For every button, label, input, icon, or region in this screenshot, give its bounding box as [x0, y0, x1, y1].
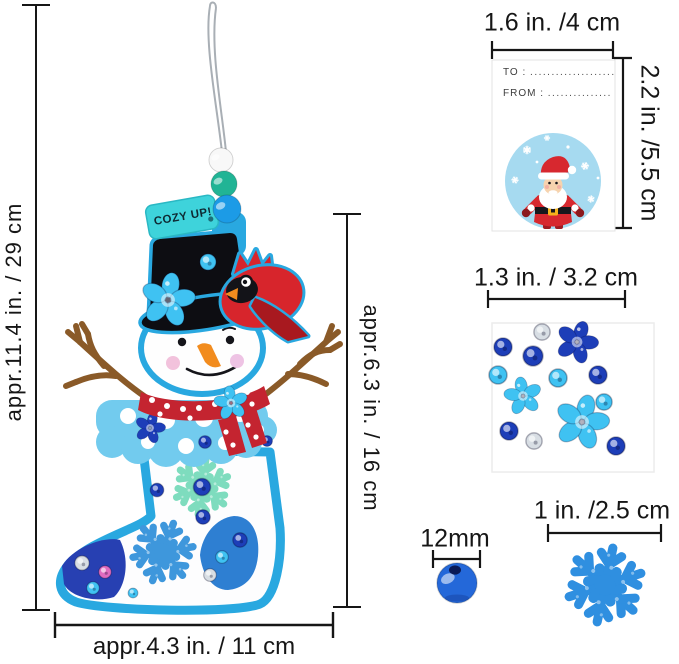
dim-label-overall-height: appr.11.4 in. / 29 cm: [1, 202, 26, 422]
sequin-gem: [198, 435, 212, 449]
string-beads: [208, 147, 242, 224]
bead-white: [208, 147, 234, 173]
gift-tag-card: [491, 59, 616, 232]
glitter-snowflake: [560, 540, 650, 629]
gem-sheet: [488, 313, 655, 473]
carrot-nose: [197, 343, 221, 368]
dim-label-stocking-height: appr.6.3 in. / 16 cm: [359, 304, 384, 512]
from-label: FROM :: [503, 88, 544, 99]
dimension-line-stocking-width: [53, 612, 335, 638]
dim-label-snowflake-width: 1 in. /2.5 cm: [533, 496, 671, 525]
dimension-line-gem-sheet-width: [486, 290, 627, 308]
bead-teal: [210, 170, 238, 198]
gift-tag-to-row: TO : ....................: [503, 67, 616, 78]
toe-patch: [62, 539, 126, 600]
twig-arm-left: [63, 321, 153, 403]
dimension-line-snowflake-width: [546, 524, 663, 542]
scarf: [138, 383, 270, 456]
dim-label-bead-size: 12mm: [420, 524, 490, 553]
bead-blue: [212, 194, 242, 224]
to-write-line: ....................: [530, 67, 616, 78]
dimension-line-bead: [431, 550, 482, 568]
dim-label-gift-tag-height: 2.2 in. /5.5 cm: [635, 64, 664, 222]
santa-illustration: [505, 133, 601, 229]
dimension-line-gift-tag-width: [490, 41, 615, 59]
dimension-line-gift-tag-height: [614, 56, 632, 230]
snowman-stocking-ornament: [56, 1, 343, 615]
dim-label-gift-tag-width: 1.6 in. /4 cm: [483, 8, 621, 37]
hanging-string: [207, 1, 227, 153]
dimension-line-stocking-height: [333, 213, 361, 608]
dim-label-stocking-width: appr.4.3 in. / 11 cm: [92, 633, 296, 660]
cardinal-bird: [218, 247, 311, 344]
wooden-bead: [436, 562, 478, 604]
from-write-line: ...............: [547, 88, 612, 99]
to-label: TO :: [503, 67, 527, 78]
sequin-gem: [199, 253, 217, 271]
gift-tag-from-row: FROM : ...............: [503, 88, 612, 99]
dim-label-gem-sheet-width: 1.3 in. / 3.2 cm: [474, 263, 638, 292]
dimension-line-overall-height: [22, 4, 50, 611]
